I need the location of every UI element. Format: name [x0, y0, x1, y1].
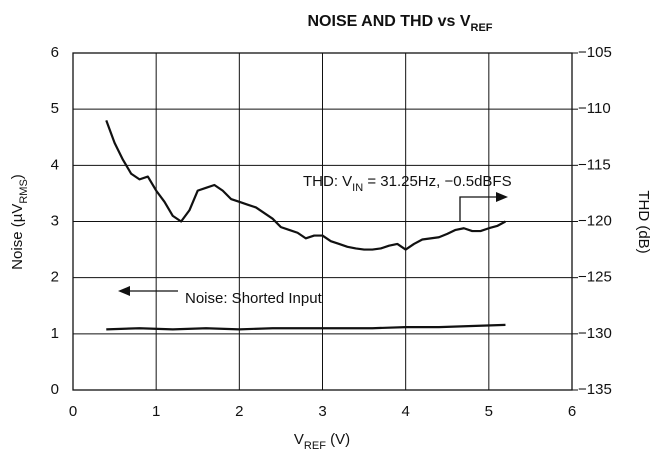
plot-area: 0 1 2 3 4 5 60123456−135−130−125−120−115−110−1… [51, 44, 612, 420]
x-tick-label: 3 [318, 403, 326, 420]
x-axis-label: VREF (V) [294, 431, 350, 451]
x-tick-label: 5 [485, 403, 493, 420]
y2-tick-label: −110 [578, 100, 611, 117]
annotation-subscript: IN [352, 182, 363, 194]
y2-axis-label: THD (dB) [635, 190, 652, 253]
noise-annotation: Noise: Shorted Input [185, 290, 323, 307]
thd-arrow [459, 192, 508, 222]
annotation-text: THD: V [303, 173, 352, 190]
x-tick-label: 4 [401, 403, 409, 420]
y-tick-label: 1 [51, 325, 59, 342]
y-label-text: Noise (µV [9, 204, 26, 270]
y-tick-label: 2 [51, 269, 59, 286]
x-label-subscript: REF [304, 440, 326, 451]
x-label-text: (V) [326, 431, 350, 448]
x-label-text: V [294, 431, 304, 448]
y2-tick-label: −135 [578, 381, 612, 398]
y-tick-label: 4 [51, 156, 59, 173]
x-tick-label: 1 [152, 403, 160, 420]
y-tick-label: 6 [51, 44, 59, 61]
title-text: NOISE AND THD vs V [308, 13, 471, 30]
noise-arrow [118, 286, 178, 296]
y2-tick-label: −115 [578, 156, 611, 173]
x-tick-label: 2 [235, 403, 243, 420]
chart-title: NOISE AND THD vs VREF [308, 13, 493, 34]
y2-tick-label: −120 [578, 212, 612, 229]
y-label-subscript: RMS [18, 179, 30, 203]
y2-tick-label: −125 [578, 269, 612, 286]
thd-annotation: THD: VIN = 31.25Hz, −0.5dBFS [303, 173, 512, 194]
y2-tick-label: −130 [578, 325, 612, 342]
series-line [106, 323, 506, 331]
y-tick-label: 3 [51, 212, 59, 229]
title-subscript: REF [471, 22, 493, 34]
series-line [105, 120, 506, 251]
plot-frame [72, 52, 573, 391]
y-tick-label: 5 [51, 100, 59, 117]
y2-tick-label: −105 [578, 44, 612, 61]
y-label-text: ) [9, 174, 26, 179]
y-axis-label: Noise (µVRMS) [9, 174, 30, 270]
y-tick-label: 0 [51, 381, 59, 398]
annotation-text: = 31.25Hz, −0.5dBFS [363, 173, 511, 190]
x-tick-label: 6 [568, 403, 576, 420]
x-tick-label: 0 [69, 403, 77, 420]
